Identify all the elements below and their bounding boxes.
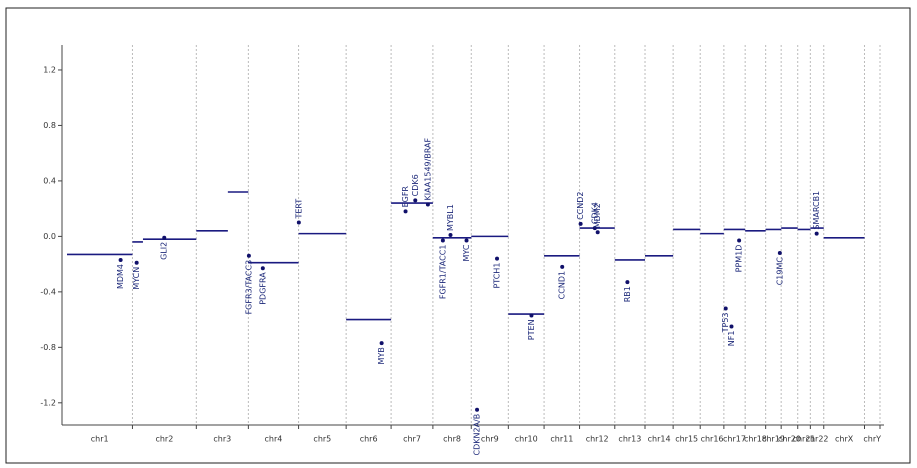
gene-point	[162, 235, 167, 240]
x-tick-label: chr3	[213, 435, 231, 444]
gene-point	[379, 341, 384, 346]
gene-point	[529, 313, 534, 318]
gene-point	[495, 256, 500, 261]
gene-point	[296, 220, 301, 225]
gene-point	[777, 251, 782, 256]
x-tick-label: chr6	[360, 435, 378, 444]
y-tick-label: 0.0	[43, 232, 56, 241]
gene-label: MYC	[462, 244, 471, 261]
x-tick-label: chrY	[863, 435, 881, 444]
gene-label: MDM2	[593, 203, 602, 228]
gene-label: CDK4	[590, 202, 599, 224]
gene-point	[729, 324, 734, 329]
gene-point	[464, 238, 469, 243]
gene-label: PTCH1	[493, 263, 502, 289]
x-tick-label: chr15	[675, 435, 698, 444]
x-tick-label: chr22	[806, 435, 829, 444]
x-tick-label: chr5	[313, 435, 331, 444]
y-tick-label: 0.4	[43, 176, 56, 185]
gene-label: FGFR3/TACC3	[244, 260, 253, 315]
x-tick-label: chr8	[443, 435, 461, 444]
gene-label: MYB	[377, 347, 386, 364]
gene-point	[560, 264, 565, 269]
x-tick-label: chr4	[265, 435, 283, 444]
gene-point	[625, 280, 630, 285]
gene-point	[118, 257, 123, 262]
gene-label: GLI2	[160, 242, 169, 260]
gene-label: KIAA1549/BRAF	[423, 137, 432, 200]
gene-point	[413, 198, 418, 203]
gene-label: CCND1	[558, 271, 567, 299]
gene-label: EGFR	[401, 186, 410, 208]
x-tick-label: chr10	[515, 435, 538, 444]
gene-label: PTEN	[527, 319, 536, 340]
gene-point	[814, 231, 819, 236]
x-tick-label: chr1	[91, 435, 109, 444]
gene-point	[403, 209, 408, 214]
x-tick-label: chr17	[723, 435, 746, 444]
gene-label: CCND2	[576, 191, 585, 219]
x-tick-label: chr9	[481, 435, 499, 444]
frame	[5, 7, 911, 464]
x-tick-label: chr2	[155, 435, 173, 444]
gene-point	[448, 233, 453, 237]
x-tick-label: chr13	[618, 435, 641, 444]
x-tick-label: chr7	[403, 435, 421, 444]
gene-point	[737, 238, 742, 243]
gene-label: CDK6	[411, 174, 420, 196]
gene-point	[440, 238, 445, 243]
gene-label: PDGFRA	[258, 272, 267, 305]
gene-point	[134, 260, 139, 265]
x-tick-label: chr21	[793, 435, 816, 444]
gene-point	[595, 230, 600, 235]
gene-point	[592, 226, 597, 231]
gene-label: MYCN	[132, 267, 141, 290]
gene-point	[578, 221, 583, 226]
x-tick-label: chr14	[648, 435, 671, 444]
gene-label: SMARCB1	[812, 191, 821, 230]
gene-label: C19MC	[775, 257, 784, 286]
gene-label: NF1	[727, 331, 736, 347]
gene-point	[260, 266, 265, 271]
x-tick-label: chr19	[762, 435, 785, 444]
gene-label: TP53	[721, 313, 730, 334]
gene-point	[475, 407, 480, 412]
y-tick-label: -1.2	[40, 398, 56, 407]
gene-label: TERT	[294, 199, 303, 220]
x-tick-label: chrX	[835, 435, 854, 444]
gene-label: PPM1D	[735, 245, 744, 273]
x-tick-label: chr16	[701, 435, 724, 444]
gene-point	[246, 253, 251, 258]
gene-label: MYBL1	[446, 204, 455, 231]
y-tick-label: 0.8	[43, 121, 56, 130]
gene-point	[723, 306, 728, 311]
gene-label: MDM4	[116, 264, 125, 289]
y-tick-label: -0.4	[40, 287, 56, 296]
gene-label: FGFR1/TACC1	[438, 245, 447, 300]
x-tick-label: chr18	[744, 435, 767, 444]
gene-label: RB1	[623, 286, 632, 302]
x-tick-label: chr11	[550, 435, 573, 444]
y-tick-label: -0.8	[40, 343, 56, 352]
gene-label: CDKN2A/B	[473, 414, 482, 456]
gene-point	[425, 202, 430, 207]
x-tick-label: chr12	[586, 435, 609, 444]
y-tick-label: 1.2	[43, 65, 56, 74]
x-tick-label: chr20	[778, 435, 801, 444]
